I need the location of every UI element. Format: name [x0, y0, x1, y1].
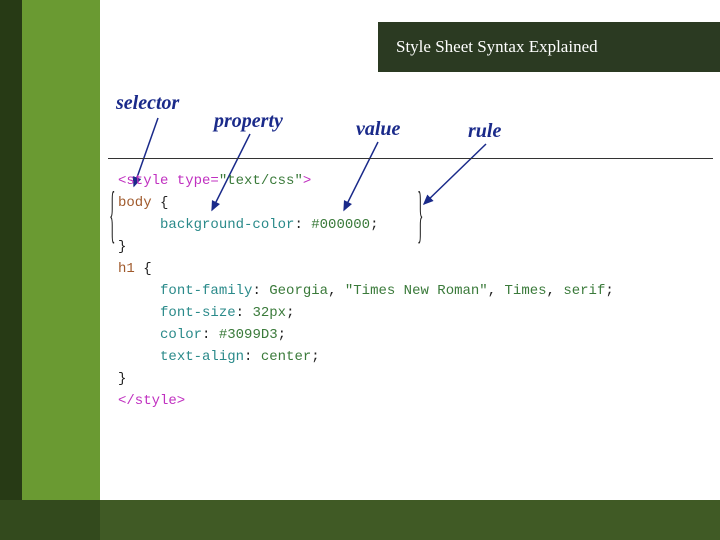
label-rule: rule	[468, 120, 501, 143]
horizontal-rule	[108, 158, 713, 159]
code-selector-h1: h1	[118, 261, 135, 277]
code-colon: :	[236, 305, 253, 321]
code-val-bg: #000000	[311, 217, 370, 233]
code-val: 32px	[252, 305, 286, 321]
code-attr-val: "text/css"	[219, 173, 303, 189]
code-tag-close: >	[303, 173, 311, 189]
code-tag-end: </style>	[118, 393, 185, 409]
code-prop-ta: text-align	[160, 349, 244, 365]
code-semi: ;	[605, 283, 613, 299]
code-comma: ,	[547, 283, 564, 299]
code-prop-fs: font-size	[160, 305, 236, 321]
code-prop-ff: font-family	[160, 283, 252, 299]
code-indent	[118, 283, 160, 299]
title-bar: Style Sheet Syntax Explained	[378, 22, 720, 72]
code-colon: :	[252, 283, 269, 299]
code-tag-open: <style type=	[118, 173, 219, 189]
code-val: serif	[563, 283, 605, 299]
code-prop-bg: background-color	[160, 217, 294, 233]
code-colon: :	[244, 349, 261, 365]
code-prop-color: color	[160, 327, 202, 343]
label-value: value	[356, 118, 400, 141]
code-val: #3099D3	[219, 327, 278, 343]
code-comma: ,	[488, 283, 505, 299]
code-brace: {	[152, 195, 169, 211]
code-comma: ,	[328, 283, 345, 299]
code-semi: ;	[286, 305, 294, 321]
code-brace-close: }	[118, 371, 126, 387]
code-brace-close: }	[118, 239, 126, 255]
brace-left: {	[109, 179, 115, 253]
footer-bar	[0, 500, 720, 540]
sidebar-dark-strip	[0, 0, 22, 540]
label-selector: selector	[116, 92, 179, 115]
code-val: Times	[505, 283, 547, 299]
code-indent	[118, 217, 160, 233]
label-property: property	[214, 110, 283, 133]
code-selector-body: body	[118, 195, 152, 211]
code-block: <style type="text/css"> body { backgroun…	[118, 170, 614, 412]
code-colon: :	[202, 327, 219, 343]
code-brace: {	[135, 261, 152, 277]
code-val: Georgia	[269, 283, 328, 299]
title-text: Style Sheet Syntax Explained	[396, 37, 598, 57]
code-indent	[118, 327, 160, 343]
code-val: center	[261, 349, 311, 365]
code-indent	[118, 305, 160, 321]
code-indent	[118, 349, 160, 365]
code-semi: ;	[278, 327, 286, 343]
footer-bar-dark	[0, 500, 100, 540]
code-semi: ;	[311, 349, 319, 365]
code-colon: :	[294, 217, 311, 233]
code-val: "Times New Roman"	[345, 283, 488, 299]
code-semi: ;	[370, 217, 378, 233]
